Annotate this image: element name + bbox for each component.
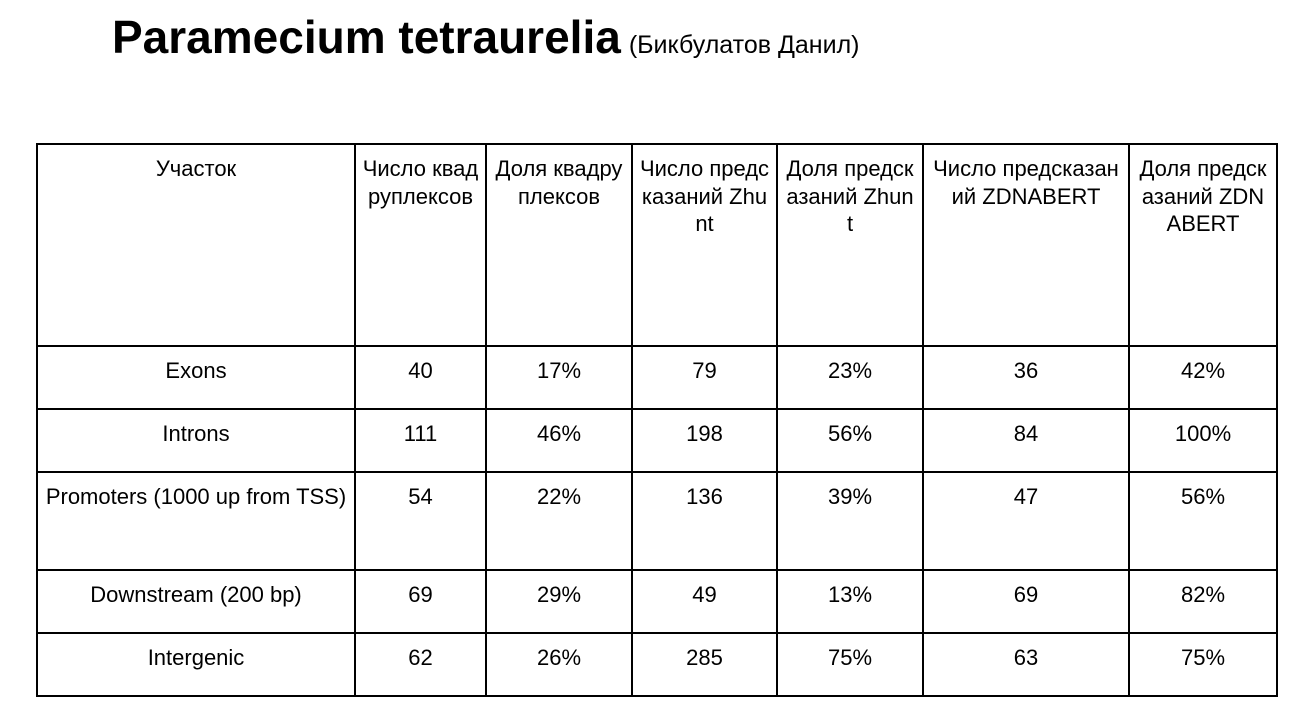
table-cell: 136 — [631, 471, 778, 571]
table-cell: 42% — [1128, 345, 1278, 410]
table-cell: 47 — [922, 471, 1130, 571]
header-cell: Участок — [36, 143, 356, 347]
region-cell: Exons — [36, 345, 356, 410]
header-cell: Число предсказаний ZDNABERT — [922, 143, 1130, 347]
table-cell: 198 — [631, 408, 778, 473]
header-cell: Доля предсказаний Zhunt — [776, 143, 924, 347]
table-cell: 111 — [354, 408, 487, 473]
table-cell: 23% — [776, 345, 924, 410]
title-author: (Бикбулатов Данил) — [628, 31, 860, 59]
table-cell: 84 — [922, 408, 1130, 473]
table-cell: 13% — [776, 569, 924, 634]
table-row: Promoters (1000 up from TSS) 54 22% 136 … — [36, 471, 1278, 571]
table-cell: 82% — [1128, 569, 1278, 634]
results-table: Участок Число квадруплексов Доля квадруп… — [36, 143, 1278, 697]
table-cell: 39% — [776, 471, 924, 571]
table-cell: 40 — [354, 345, 487, 410]
region-cell: Intergenic — [36, 632, 356, 697]
table-cell: 36 — [922, 345, 1130, 410]
table-cell: 63 — [922, 632, 1130, 697]
table-cell: 79 — [631, 345, 778, 410]
table-cell: 54 — [354, 471, 487, 571]
table-cell: 100% — [1128, 408, 1278, 473]
table-cell: 46% — [485, 408, 633, 473]
table-row: Exons 40 17% 79 23% 36 42% — [36, 345, 1278, 410]
table-row: Downstream (200 bp) 69 29% 49 13% 69 82% — [36, 569, 1278, 634]
header-row: Участок Число квадруплексов Доля квадруп… — [36, 143, 1278, 347]
table-cell: 285 — [631, 632, 778, 697]
table-row: Introns 111 46% 198 56% 84 100% — [36, 408, 1278, 473]
table-cell: 29% — [485, 569, 633, 634]
table-cell: 49 — [631, 569, 778, 634]
header-cell: Доля квадруплексов — [485, 143, 633, 347]
header-cell: Число квадруплексов — [354, 143, 487, 347]
table-cell: 26% — [485, 632, 633, 697]
table-cell: 75% — [1128, 632, 1278, 697]
header-cell: Число предсказаний Zhunt — [631, 143, 778, 347]
region-cell: Introns — [36, 408, 356, 473]
table-cell: 75% — [776, 632, 924, 697]
table-cell: 69 — [354, 569, 487, 634]
table-cell: 56% — [776, 408, 924, 473]
header-cell: Доля предсказаний ZDNABERT — [1128, 143, 1278, 347]
title-main: Paramecium tetraurelia — [112, 11, 621, 63]
table-cell: 56% — [1128, 471, 1278, 571]
region-cell: Promoters (1000 up from TSS) — [36, 471, 356, 571]
page-title: Paramecium tetraurelia (Бикбулатов Данил) — [112, 10, 859, 64]
table-cell: 62 — [354, 632, 487, 697]
table-cell: 22% — [485, 471, 633, 571]
table-cell: 69 — [922, 569, 1130, 634]
table-row: Intergenic 62 26% 285 75% 63 75% — [36, 632, 1278, 697]
table-cell: 17% — [485, 345, 633, 410]
region-cell: Downstream (200 bp) — [36, 569, 356, 634]
